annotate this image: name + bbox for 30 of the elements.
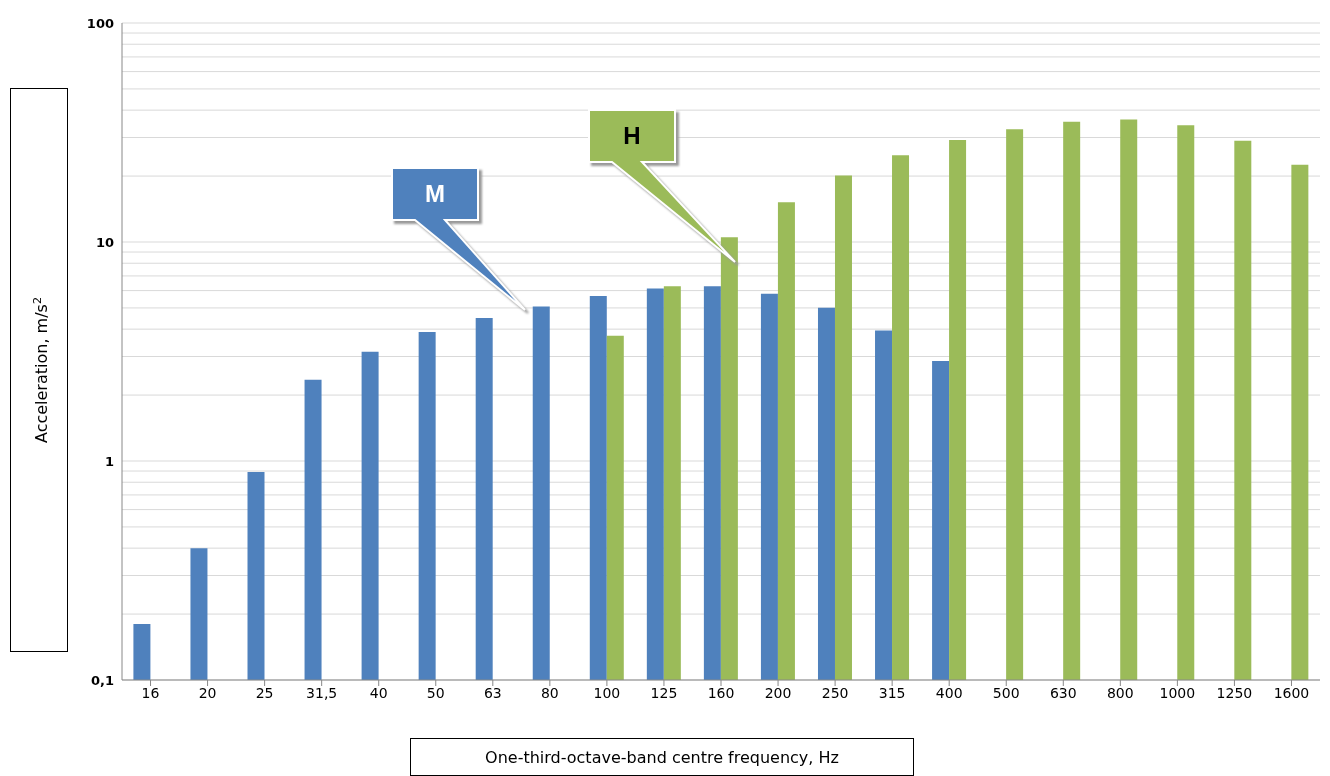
x-tick-label: 250 [821,684,849,701]
x-tick-label: 25 [255,684,274,701]
x-tick-label: 1250 [1216,684,1253,701]
y-tick-label: 0,1 [90,672,114,688]
x-tick-label: 160 [707,684,735,701]
x-tick-label: 630 [1049,684,1077,701]
x-tick-label: 315 [878,684,906,701]
x-tick-label: 16 [141,684,160,701]
x-tick-label: 1600 [1273,684,1310,701]
callout-box: H [588,109,736,263]
callout-box: M [391,167,526,311]
x-axis-title: One-third-octave-band centre frequency, Hz [410,738,914,776]
y-tick-label: 100 [86,15,114,31]
x-tick-label: 500 [992,684,1020,701]
x-tick-label: 40 [369,684,388,701]
x-tick-label: 100 [593,684,621,701]
x-tick-label: 200 [764,684,792,701]
y-tick-label: 10 [95,234,114,250]
x-tick-label: 1000 [1159,684,1196,701]
x-tick-label: 20 [198,684,217,701]
x-tick-label: 31,5 [306,684,338,701]
annotation: H [623,122,641,149]
x-tick-label: 800 [1106,684,1134,701]
x-tick-label: 50 [426,684,445,701]
x-tick-label: 400 [935,684,963,701]
annotation: M [425,180,445,207]
x-tick-label: 125 [650,684,678,701]
x-tick-label: 63 [483,684,502,701]
y-tick-label: 1 [104,453,114,469]
x-tick-label: 80 [540,684,559,701]
